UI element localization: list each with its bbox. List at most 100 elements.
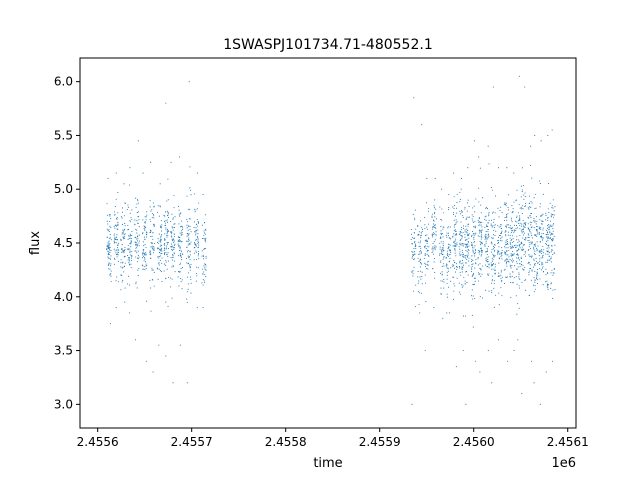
data-point — [551, 249, 553, 252]
data-point — [454, 205, 456, 207]
data-point — [508, 227, 510, 229]
data-point — [529, 231, 531, 233]
data-point — [204, 228, 206, 230]
data-point — [165, 261, 167, 263]
data-point — [504, 260, 506, 262]
data-point — [520, 225, 522, 227]
data-point — [158, 264, 160, 266]
data-point — [124, 202, 126, 205]
data-point — [459, 232, 461, 234]
data-point — [420, 237, 422, 239]
data-point — [108, 253, 110, 255]
data-point — [142, 241, 144, 243]
data-point — [136, 199, 139, 201]
data-point — [458, 246, 460, 248]
data-point — [205, 248, 207, 250]
data-point — [536, 249, 538, 251]
data-point — [413, 258, 415, 261]
data-point — [433, 226, 435, 228]
data-point — [138, 268, 140, 270]
data-point — [107, 250, 109, 252]
data-point — [439, 254, 441, 256]
data-point — [506, 217, 508, 219]
data-point — [550, 256, 552, 258]
data-point — [424, 235, 426, 237]
data-point — [545, 274, 547, 276]
data-point — [500, 253, 502, 255]
data-point — [421, 124, 423, 126]
data-point — [491, 382, 493, 384]
data-point — [531, 270, 533, 272]
data-point — [135, 244, 137, 246]
data-point — [166, 247, 168, 249]
data-point — [478, 156, 480, 158]
data-point — [488, 273, 490, 275]
y-tick-label: 5.5 — [54, 128, 73, 142]
data-point — [554, 244, 556, 246]
data-point — [428, 260, 430, 263]
data-point — [541, 233, 543, 235]
data-point — [197, 240, 199, 242]
data-point — [472, 251, 474, 253]
data-point — [533, 258, 535, 260]
data-point — [157, 238, 159, 240]
data-point — [171, 233, 173, 235]
data-point — [508, 250, 510, 252]
data-point — [547, 134, 549, 136]
data-point — [462, 215, 464, 217]
data-point — [527, 223, 529, 225]
data-point — [108, 245, 110, 247]
data-point — [547, 225, 549, 227]
data-point — [529, 206, 531, 208]
data-point — [129, 243, 131, 245]
data-point — [181, 231, 183, 233]
data-point — [535, 234, 537, 236]
data-point — [160, 230, 163, 232]
data-point — [453, 207, 455, 210]
data-point — [160, 235, 162, 237]
data-point — [538, 250, 540, 252]
data-point — [171, 238, 173, 241]
data-point — [432, 228, 434, 230]
x-tick-label: 2.4557 — [171, 435, 213, 449]
data-point — [552, 207, 554, 209]
data-point — [480, 204, 482, 206]
data-point — [420, 234, 423, 236]
data-point — [478, 251, 481, 253]
data-point — [180, 212, 182, 214]
data-point — [549, 220, 551, 222]
data-point — [474, 277, 476, 279]
y-axis-label: flux — [28, 231, 43, 255]
data-point — [113, 235, 115, 237]
data-point — [459, 271, 461, 273]
data-point — [432, 226, 434, 228]
data-point — [454, 229, 456, 231]
data-point — [193, 259, 195, 261]
data-point — [552, 228, 554, 230]
data-point — [181, 267, 184, 269]
data-point — [180, 220, 182, 222]
data-point — [129, 237, 131, 239]
data-point — [542, 237, 544, 239]
data-point — [143, 249, 145, 251]
data-point — [552, 224, 554, 226]
data-point — [115, 252, 117, 254]
data-point — [492, 253, 494, 255]
data-point — [443, 257, 445, 259]
data-point — [137, 243, 139, 245]
data-point — [503, 269, 505, 271]
data-point — [442, 236, 444, 238]
data-point — [434, 239, 436, 241]
data-point — [498, 304, 500, 306]
data-point — [510, 217, 512, 219]
data-point — [440, 249, 442, 251]
data-point — [530, 224, 532, 226]
data-point — [516, 268, 518, 270]
data-point — [419, 266, 422, 268]
data-point — [188, 262, 190, 264]
data-point — [545, 371, 547, 373]
data-point — [493, 255, 495, 257]
data-point — [535, 243, 537, 245]
data-point — [481, 236, 483, 238]
data-point — [447, 250, 449, 252]
